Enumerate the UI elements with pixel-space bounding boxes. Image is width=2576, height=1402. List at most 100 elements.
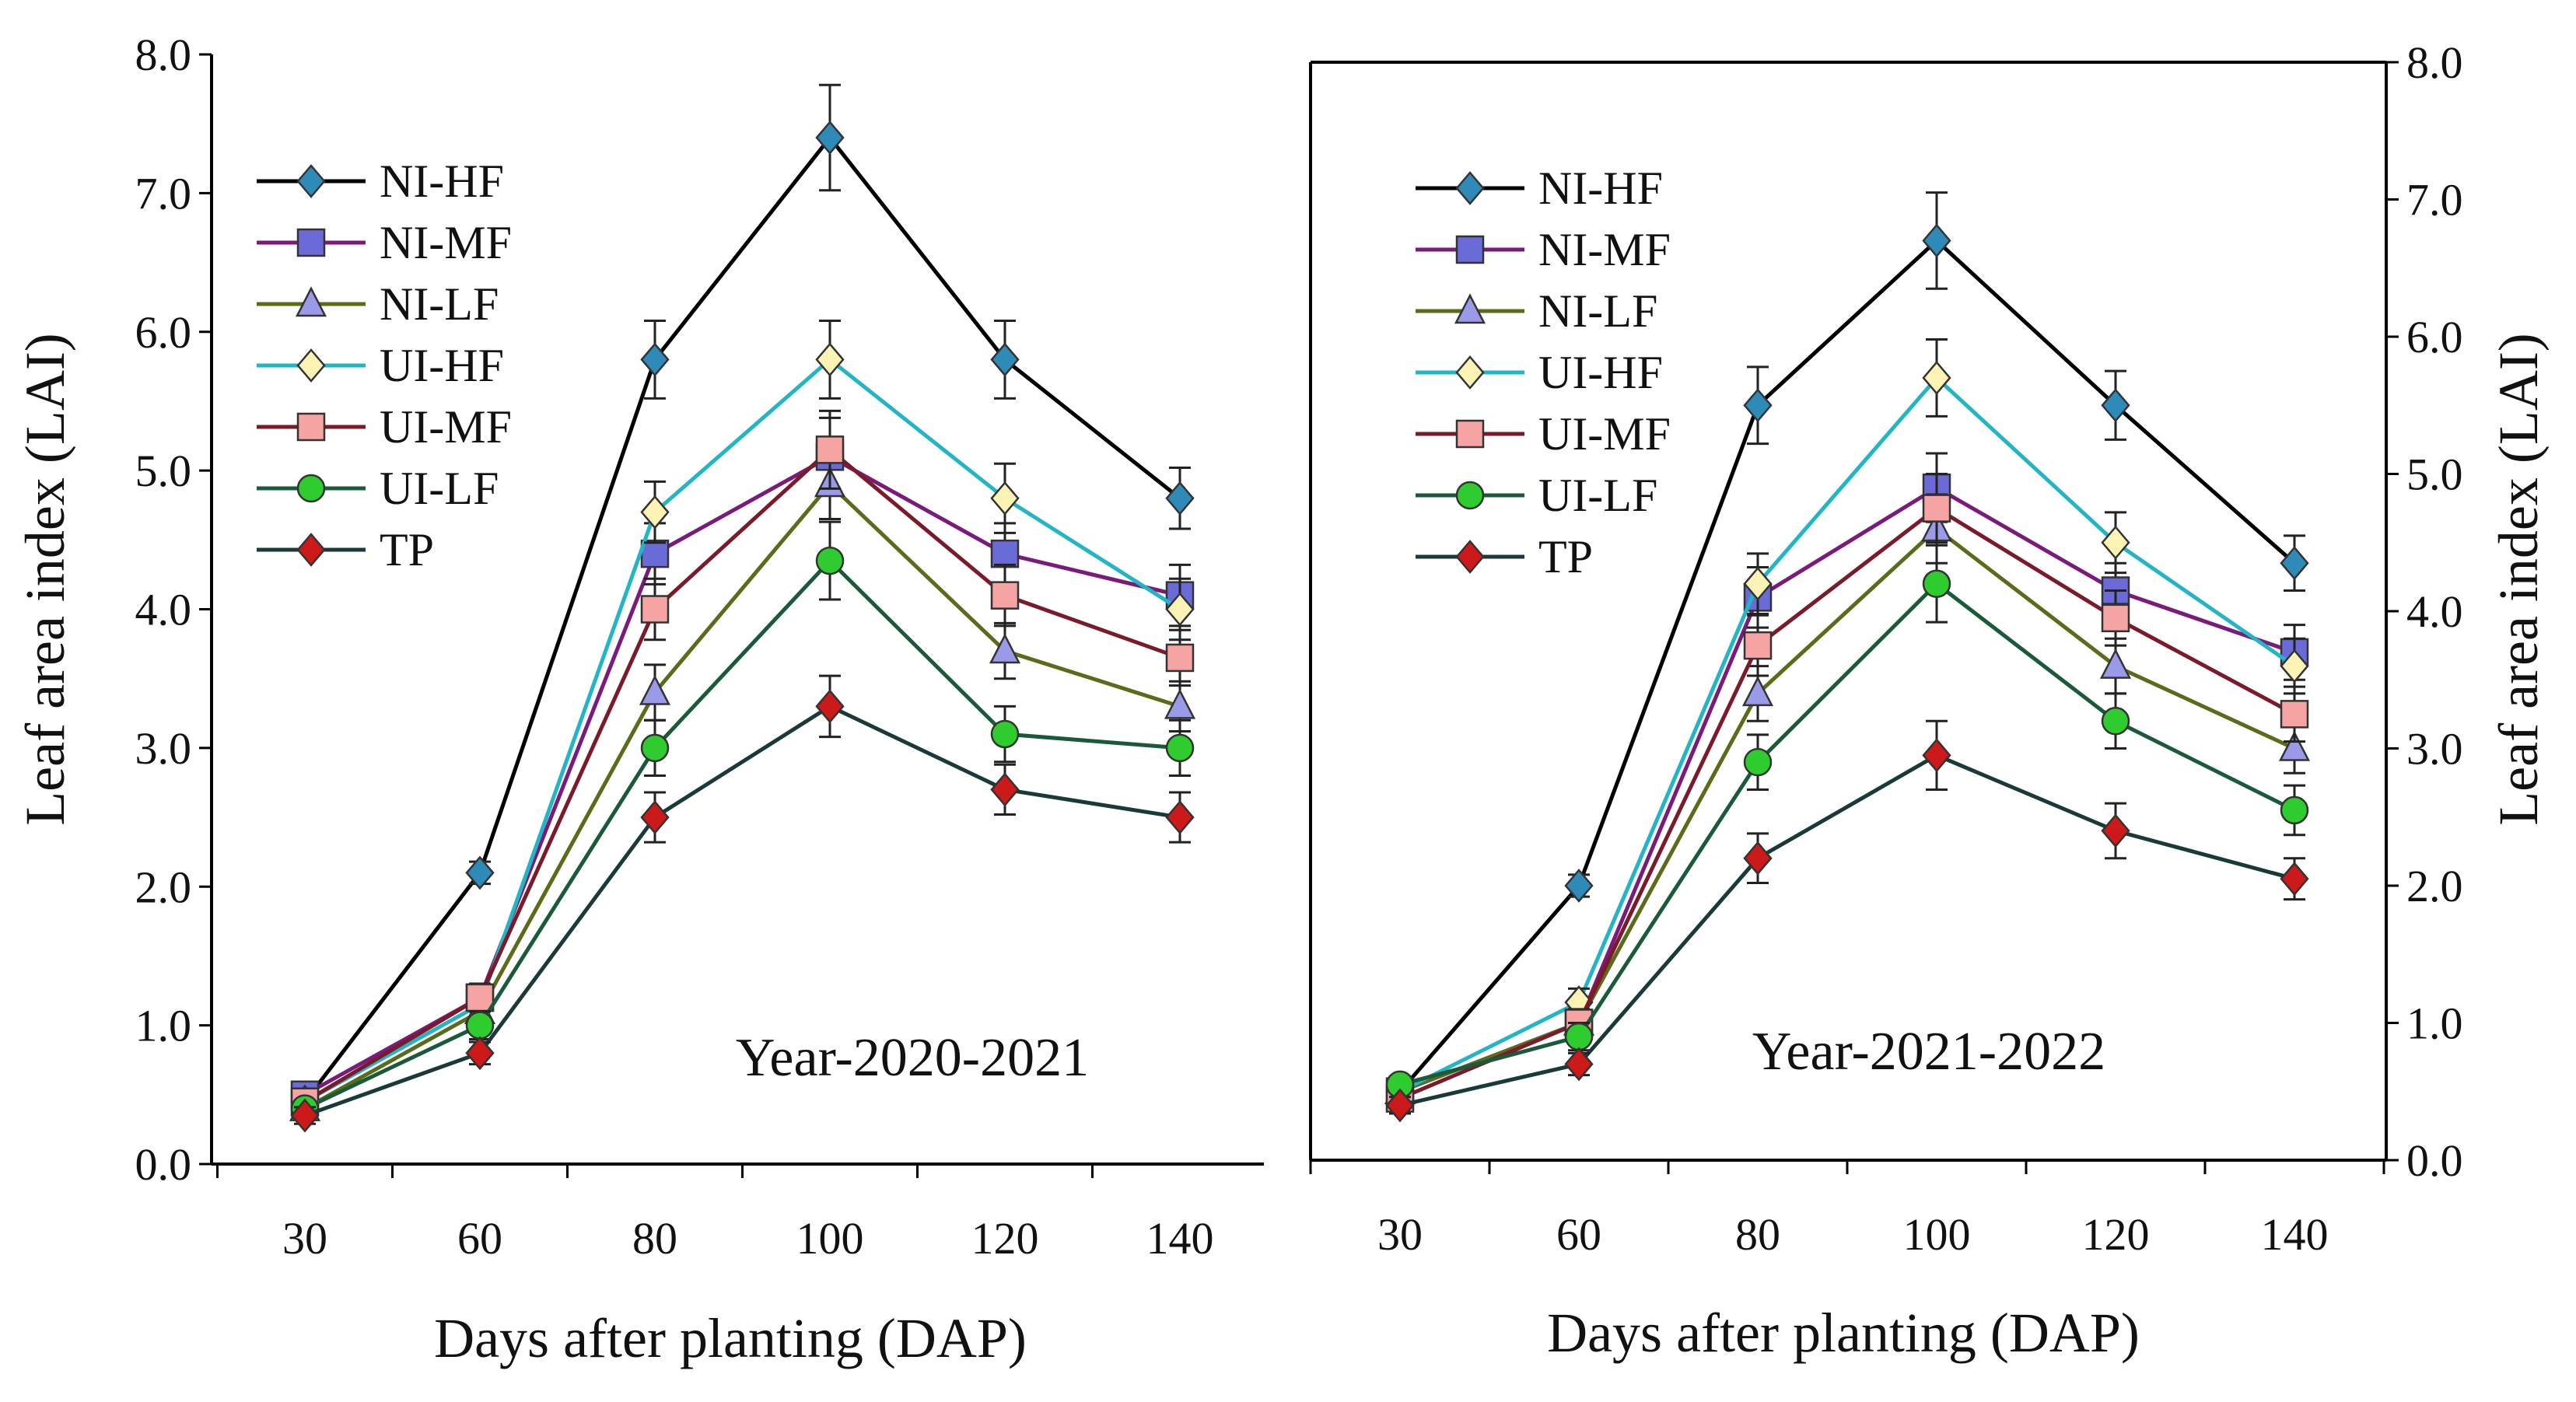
- legend-item-ui-mf: UI-MF: [1416, 408, 1671, 460]
- y-tick-label: 1.0: [135, 1001, 192, 1051]
- legend-label: NI-MF: [380, 217, 512, 268]
- legend-label: UI-LF: [380, 463, 499, 514]
- y-tick-label: 6.0: [135, 307, 192, 358]
- x-tick-label: 100: [1903, 1209, 1971, 1260]
- year-annotation: Year-2020-2021: [736, 1028, 1089, 1088]
- y-tick-label: 0.0: [135, 1139, 192, 1190]
- y-tick-label: 7.0: [2406, 175, 2463, 226]
- y-tick-label: 3.0: [2406, 724, 2463, 774]
- data-point: [1922, 569, 1951, 598]
- data-point: [639, 674, 671, 705]
- series-ui-mf: [290, 409, 1195, 1116]
- data-point: [2101, 603, 2130, 633]
- legend-marker: [296, 412, 326, 442]
- data-point: [989, 633, 1021, 664]
- data-point: [2280, 795, 2309, 825]
- data-point: [2278, 730, 2311, 761]
- y-tick-label: 8.0: [2406, 37, 2463, 88]
- x-tick-label: 80: [1735, 1209, 1780, 1260]
- legend-marker: [1455, 540, 1485, 574]
- data-point: [465, 1011, 495, 1040]
- y-tick-label: 8.0: [135, 30, 192, 80]
- series-line: [1398, 375, 2296, 1093]
- data-point: [990, 719, 1020, 749]
- series-line: [1399, 753, 2295, 1107]
- data-point: [2280, 649, 2309, 684]
- data-point: [2280, 546, 2309, 581]
- legend-label: NI-HF: [1538, 163, 1663, 214]
- x-tick-label: 30: [1377, 1209, 1423, 1260]
- legend-item-ui-lf: UI-LF: [1416, 470, 1657, 521]
- chart-panel-2021-2022: Leaf area index (LAI) Days after plantin…: [1309, 37, 2550, 1364]
- legend-marker: [1455, 235, 1485, 264]
- legend-label: TP: [380, 524, 434, 575]
- data-point: [1743, 388, 1773, 423]
- legend-marker: [295, 286, 327, 317]
- series-line: [303, 481, 1181, 1110]
- data-point: [640, 733, 670, 763]
- legend-marker: [296, 228, 326, 257]
- legend-item-ni-hf: NI-HF: [1416, 163, 1663, 214]
- y-tick-label: 4.0: [2406, 586, 2463, 637]
- legend: NI-HF NI-MF NI-LF UI-HF UI-MF UI-LF TP: [257, 156, 512, 575]
- data-point: [640, 595, 670, 624]
- legend: NI-HF NI-MF NI-LF UI-HF UI-MF UI-LF TP: [1416, 163, 1671, 582]
- legend-marker: [1455, 355, 1485, 390]
- data-point: [1922, 494, 1951, 523]
- data-point: [640, 342, 670, 377]
- legend-marker: [1454, 293, 1486, 324]
- data-point: [1564, 1047, 1594, 1082]
- y-axis-title: Leaf area index (LAI): [2487, 333, 2550, 826]
- x-tick-label: 60: [1556, 1209, 1601, 1260]
- x-tick-label: 120: [971, 1213, 1039, 1264]
- x-tick-label: 140: [1146, 1213, 1214, 1264]
- data-point: [815, 689, 845, 724]
- data-point: [990, 772, 1020, 807]
- data-point: [1165, 481, 1195, 516]
- y-tick-label: 5.0: [135, 446, 192, 496]
- legend-label: UI-HF: [1538, 347, 1663, 398]
- data-point: [815, 546, 845, 575]
- chart-panel-2020-2021: Leaf area index (LAI) Days after plantin…: [14, 30, 1264, 1369]
- data-point: [990, 539, 1020, 568]
- series-line: [1399, 581, 2296, 1087]
- legend-item-ni-mf: NI-MF: [1416, 224, 1671, 275]
- data-point: [1922, 361, 1951, 395]
- data-point: [2099, 648, 2132, 679]
- data-point: [1743, 566, 1773, 601]
- y-tick-label: 1.0: [2406, 998, 2463, 1049]
- series-line: [303, 447, 1181, 1103]
- y-tick-label: 4.0: [135, 585, 192, 635]
- legend-item-tp: TP: [257, 524, 434, 575]
- series-ui-lf: [290, 520, 1195, 1123]
- x-tick-label: 100: [796, 1213, 864, 1264]
- data-point: [1164, 688, 1196, 719]
- legend-label: NI-LF: [1538, 285, 1657, 337]
- data-point: [1741, 676, 1774, 707]
- y-tick-label: 2.0: [2406, 861, 2463, 911]
- year-annotation: Year-2021-2022: [1752, 1022, 2105, 1082]
- series-tp: [290, 674, 1195, 1133]
- legend-marker: [1455, 481, 1485, 510]
- legend-item-ni-hf: NI-HF: [257, 156, 504, 207]
- legend-item-ni-mf: NI-MF: [257, 217, 512, 268]
- series-ui-lf: [1385, 544, 2309, 1100]
- legend-label: NI-MF: [1538, 224, 1671, 275]
- legend-marker: [1455, 171, 1485, 205]
- data-point: [290, 1098, 320, 1133]
- legend-item-tp: TP: [1416, 531, 1593, 582]
- data-point: [640, 495, 670, 530]
- data-point: [2101, 525, 2130, 560]
- data-point: [1385, 1088, 1415, 1123]
- data-point: [1564, 869, 1594, 903]
- legend-label: NI-LF: [380, 278, 499, 330]
- x-tick-label: 140: [2261, 1209, 2329, 1260]
- data-point: [465, 855, 495, 890]
- series-line: [303, 357, 1181, 1103]
- series-ui-hf: [1385, 338, 2309, 1109]
- data-point: [1743, 631, 1773, 660]
- series-ni-hf: [1385, 191, 2309, 1109]
- data-point: [465, 983, 495, 1012]
- x-tick-label: 60: [457, 1213, 502, 1264]
